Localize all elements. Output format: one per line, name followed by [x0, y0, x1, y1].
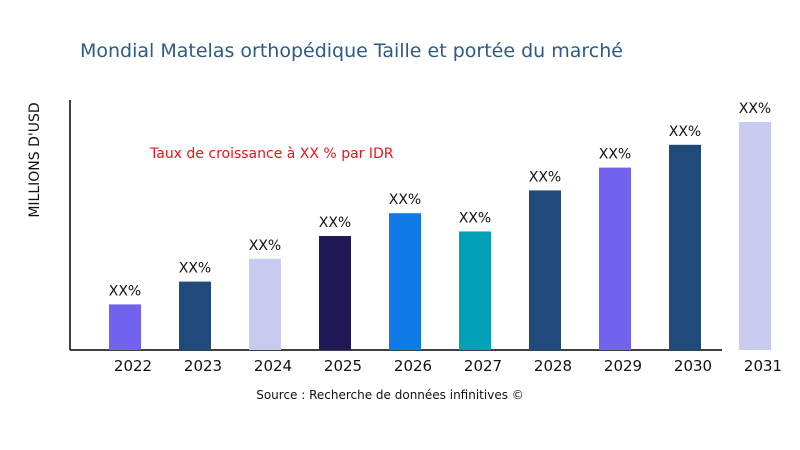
bar-2031	[739, 122, 771, 350]
bar-2028	[529, 190, 561, 350]
bar-2030	[669, 144, 701, 350]
data-label-2026: XX%	[389, 192, 421, 208]
bar-2026	[389, 213, 421, 350]
bar-2027	[459, 231, 491, 350]
x-tick-label-2031: 2031	[744, 357, 782, 375]
x-tick-label-2027: 2027	[464, 357, 502, 375]
data-label-2031: XX%	[739, 101, 771, 117]
bar-2029	[599, 167, 631, 350]
x-tick-label-2026: 2026	[394, 357, 432, 375]
x-tick-label-2030: 2030	[674, 357, 712, 375]
data-label-2025: XX%	[319, 215, 351, 231]
x-tick-label-2025: 2025	[324, 357, 362, 375]
x-tick-label-2022: 2022	[114, 357, 152, 375]
source-note: Source : Recherche de données infinitive…	[256, 388, 524, 402]
growth-annotation: Taux de croissance à XX % par IDR	[150, 146, 394, 162]
chart-title: Mondial Matelas orthopédique Taille et p…	[80, 40, 623, 62]
data-label-2022: XX%	[109, 283, 141, 299]
bar-2023	[179, 281, 211, 350]
x-tick-label-2024: 2024	[254, 357, 292, 375]
bar-2025	[319, 236, 351, 350]
data-label-2028: XX%	[529, 169, 561, 185]
data-label-2023: XX%	[179, 261, 211, 277]
bar-2022	[109, 304, 141, 350]
x-tick-label-2029: 2029	[604, 357, 642, 375]
data-label-2024: XX%	[249, 238, 281, 254]
x-tick-label-2028: 2028	[534, 357, 572, 375]
data-label-2029: XX%	[599, 147, 631, 163]
data-label-2030: XX%	[669, 124, 701, 140]
x-tick-label-2023: 2023	[184, 357, 222, 375]
data-label-2027: XX%	[459, 210, 491, 226]
bar-2024	[249, 258, 281, 350]
